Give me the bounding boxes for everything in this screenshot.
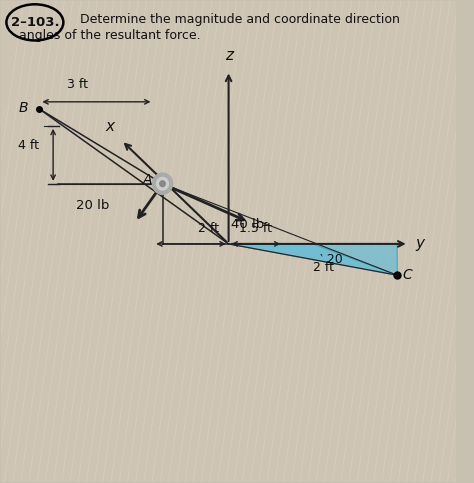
Text: 2 ft: 2 ft	[313, 261, 334, 274]
Text: angles of the resultant force.: angles of the resultant force.	[19, 29, 201, 42]
Text: ‵ 20: ‵ 20	[320, 253, 343, 266]
Text: A: A	[143, 173, 152, 187]
Text: B: B	[18, 100, 28, 114]
Text: 1.5 ft: 1.5 ft	[239, 222, 273, 235]
Circle shape	[156, 177, 168, 190]
Text: Determine the magnitude and coordinate direction: Determine the magnitude and coordinate d…	[81, 14, 401, 27]
Text: y: y	[416, 236, 425, 252]
Polygon shape	[228, 244, 397, 275]
Polygon shape	[228, 244, 397, 275]
Text: z: z	[225, 48, 233, 63]
Text: 2 ft: 2 ft	[198, 222, 219, 235]
Text: 20 lb: 20 lb	[76, 199, 109, 212]
Text: 2–103.: 2–103.	[10, 16, 59, 29]
Text: 4 ft: 4 ft	[18, 139, 38, 152]
Text: C: C	[403, 268, 412, 282]
Text: 40 lb: 40 lb	[231, 218, 264, 231]
Text: 3 ft: 3 ft	[67, 78, 88, 91]
Circle shape	[160, 181, 165, 186]
Text: x: x	[106, 119, 115, 134]
Circle shape	[153, 173, 173, 194]
